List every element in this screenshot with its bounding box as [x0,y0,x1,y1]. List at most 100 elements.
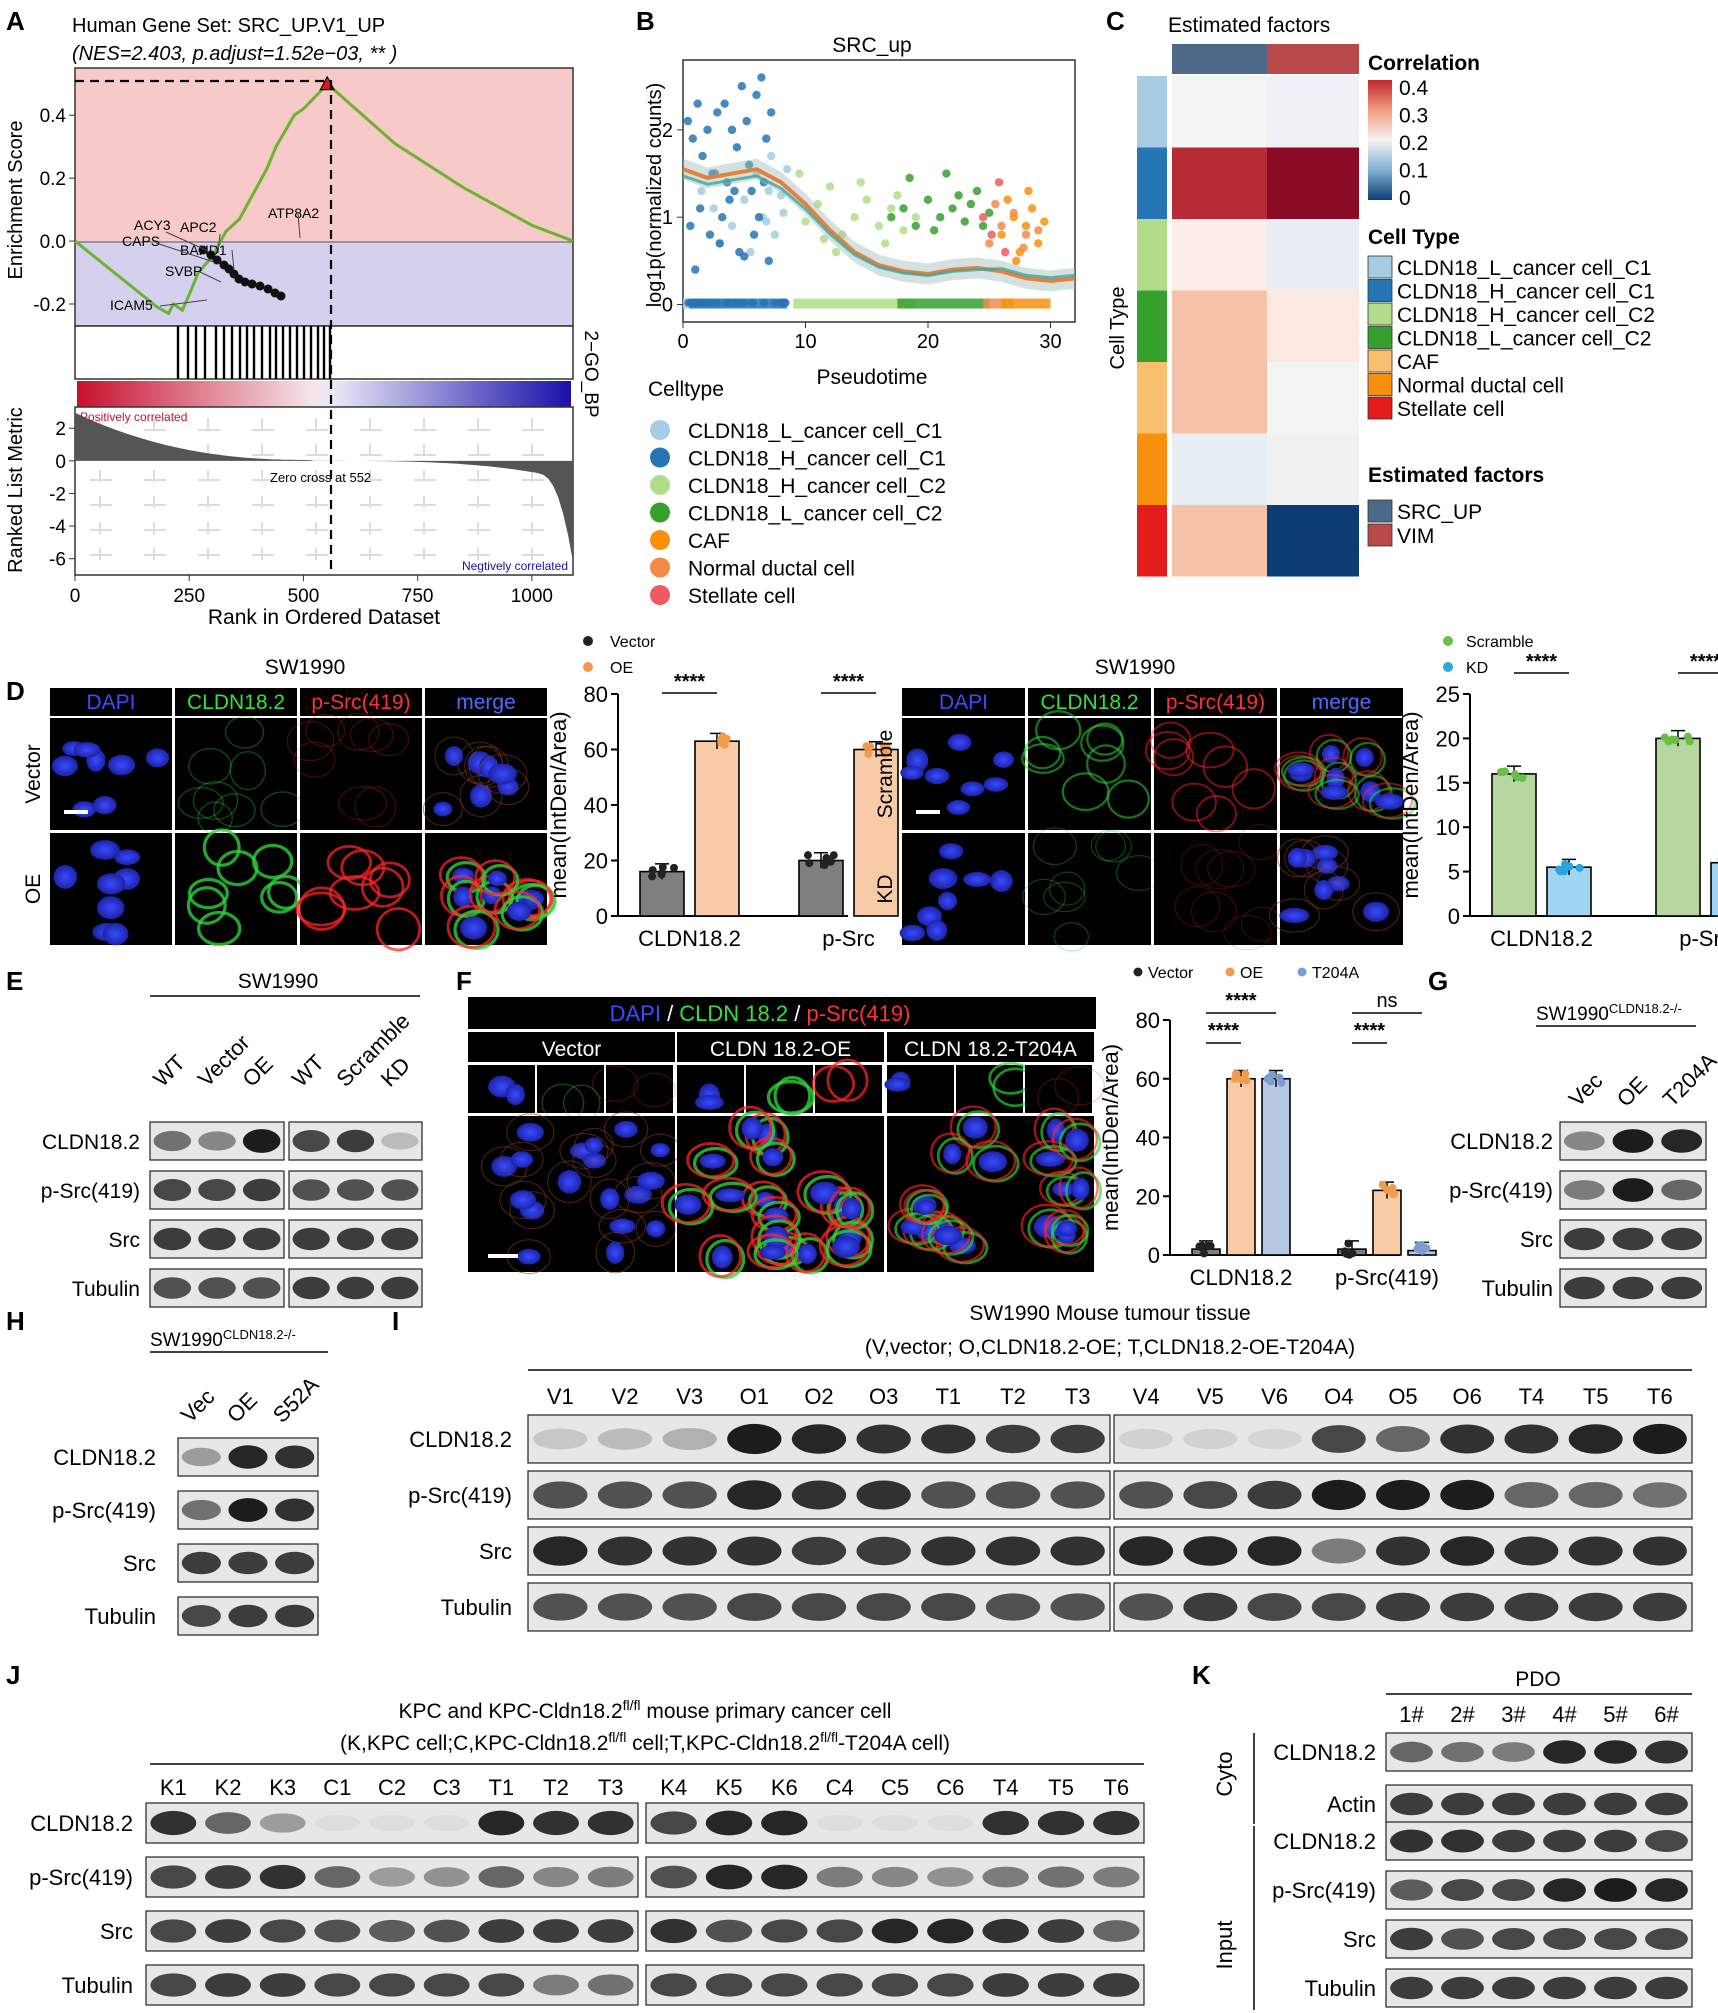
legend-swatch [650,585,670,605]
blot-band [336,1179,375,1201]
tick-label: 0 [1399,187,1411,210]
panel-letter: J [6,1660,20,1690]
membrane-red [1054,1066,1105,1106]
header-part: / [788,1001,806,1026]
data-point [936,213,945,222]
tick-label: 0.1 [1399,160,1428,183]
blot-band [1492,1976,1535,2000]
blot-band [198,1178,236,1202]
blot-band [150,1810,197,1836]
data-dot [1206,1241,1215,1250]
lane-label: O2 [804,1384,833,1409]
gene-label: ATP8A2 [268,205,319,221]
membrane-red [1171,782,1217,822]
data-dot [1242,1076,1251,1085]
data-point [762,134,771,143]
legend-label: Vector [610,634,656,651]
nucleus [606,1241,625,1264]
nucleus [963,871,992,887]
nucleus [90,840,120,860]
data-point [874,221,884,231]
category-label: CLDN18.2 [638,926,741,951]
blot-band [381,1276,419,1300]
group-label: Input [1212,1921,1237,1970]
blot-band [1645,1927,1688,1951]
lane-label: WT [287,1050,329,1092]
nucleus [1355,747,1374,767]
bar-chart-right: 0 5 10 15 20 25 mean(IntDen/Area) CLDN18.2 p-Src… [1398,634,1718,951]
data-point [757,73,766,82]
blot-band [1390,1792,1433,1816]
blot-band [423,1919,470,1943]
membrane-red [337,712,380,751]
gene-label: APC2 [180,219,217,235]
nucleus [505,1083,525,1106]
data-point [715,239,724,248]
data-point [972,186,982,196]
membrane-red [746,1233,796,1270]
panel-k: K PDO 1# 2# 3# 4# 5# 6# CLDN18.2 Actin CLDN18.2 p… [1192,1660,1693,2010]
blot-band [336,1227,375,1251]
membrane-green [196,910,242,947]
lane-label: S52A [268,1372,324,1428]
data-dot [657,870,666,879]
nucleus [990,870,1013,893]
gene-leader [231,249,235,271]
membrane-red [818,1224,870,1268]
celltype-bar [1137,362,1167,434]
blot-band [1594,1740,1637,1764]
channel-label: merge [456,691,516,714]
blot-band [1376,1536,1430,1566]
column-label: Vector [542,1038,602,1061]
gsea-subtitle: (NES=2.403, p.adjust=1.52e−03, ** ) [72,43,397,65]
lane-label: Vec [176,1384,220,1428]
nucleus [715,1188,746,1203]
panel-letter: K [1192,1660,1211,1690]
blot-strip [1385,1968,1693,2008]
blot-band [1441,1878,1484,1902]
legend-dot [1225,967,1235,977]
data-dot [1378,1180,1387,1189]
nucleus [1287,847,1307,868]
membrane-green [481,864,520,897]
data-point [709,204,718,213]
celltype-bar [1137,147,1167,219]
blot-band [533,1428,588,1450]
bar [1491,773,1537,917]
tick-label: 0 [662,295,673,317]
lane-label: Vec [1564,1068,1608,1112]
data-point [887,204,896,213]
legend-dot [1133,967,1143,977]
membrane-red [349,717,394,753]
blot-band [259,1919,306,1943]
nucleus [53,864,78,889]
blot-band [761,1864,808,1890]
membrane-green [1053,922,1090,952]
data-point [740,252,749,261]
legend-swatch [650,502,670,523]
pdo-title: PDO [1515,1668,1561,1691]
nucleus [1314,879,1334,900]
nucleus [557,1170,582,1194]
tick-label: 250 [173,586,205,607]
western-blot: Vec OE T204A CLDN18.2 p-Src(419) Src Tubulin [1449,1048,1718,1308]
blot-band [1543,1927,1586,1951]
data-point [754,213,764,222]
blot-band [871,1866,919,1888]
membrane-green [972,1144,1020,1183]
lane-label: T3 [598,1775,624,1800]
blot-band [533,1974,579,1996]
panel-f: F DAPI / CLDN 18.2 / p-Src(419) Vector CLD… [456,965,1439,1290]
membrane-green [177,786,224,819]
blot-band [423,1973,470,1997]
membrane-green [453,909,500,951]
data-point [779,208,788,218]
blot-band [1645,1740,1688,1764]
data-point [899,226,908,235]
nucleus [636,1171,665,1190]
data-point [695,204,705,213]
blot-band [181,1447,221,1467]
legend-label: VIM [1397,525,1434,548]
nucleus [674,1194,702,1215]
membrane-green [188,747,232,785]
